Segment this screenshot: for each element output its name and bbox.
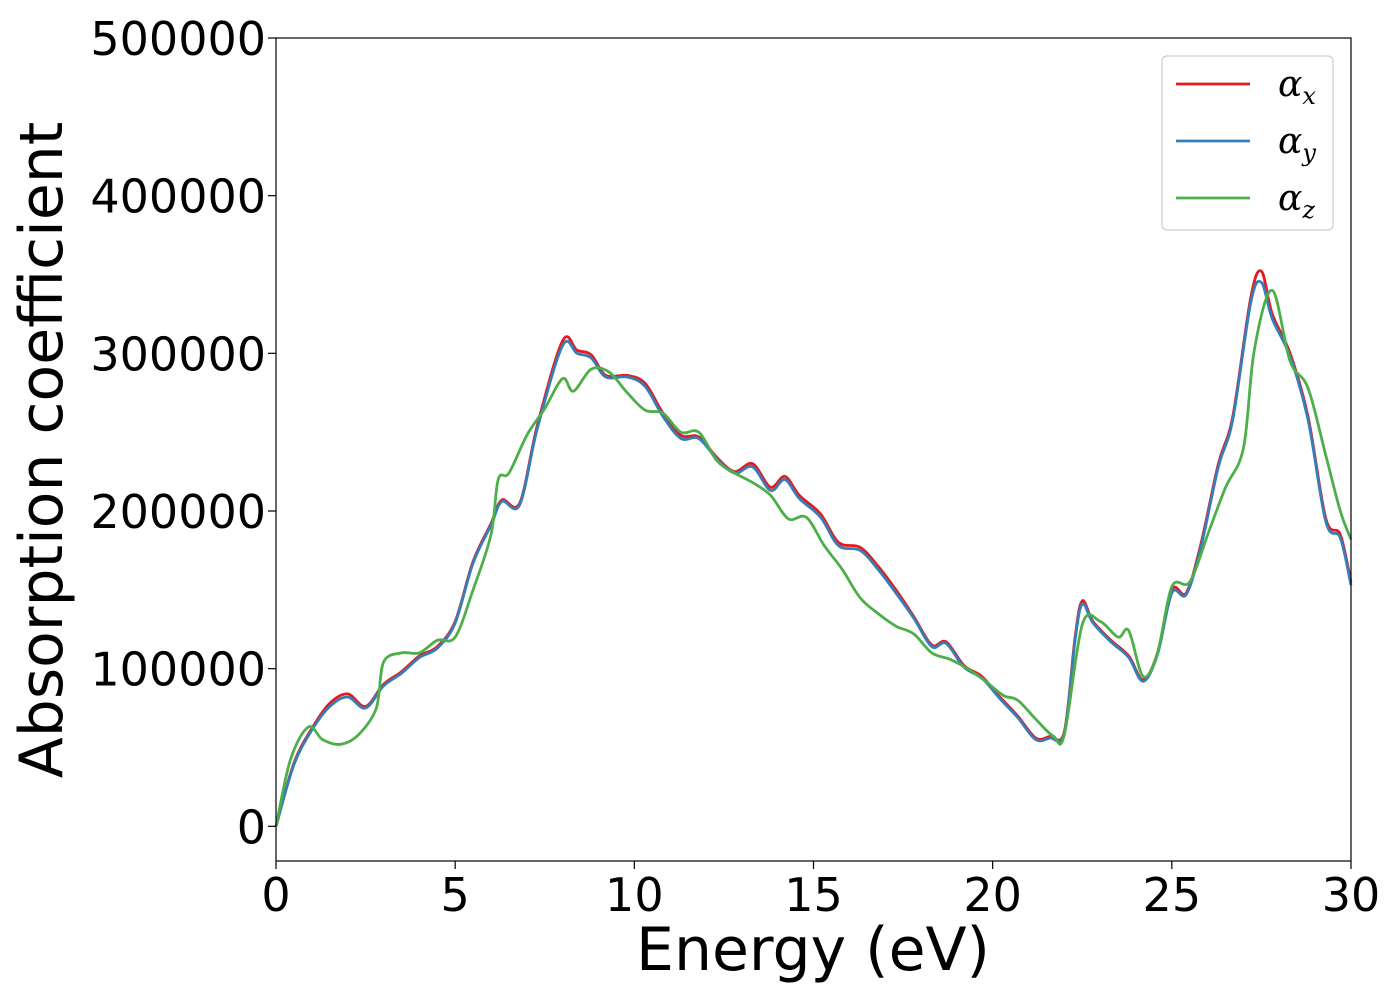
y-tick-label: 0 <box>237 800 266 854</box>
legend-frame <box>1161 55 1334 231</box>
series-layer <box>274 269 1353 827</box>
x-tick-label: 15 <box>784 868 843 922</box>
y-tick-label: 300000 <box>90 327 266 381</box>
x-tick-label: 5 <box>441 868 470 922</box>
legend-label-z: αz <box>1278 178 1315 224</box>
x-axis-title: Energy (eV) <box>636 915 990 985</box>
series-line-z <box>274 288 1353 827</box>
x-tick-label: 25 <box>1143 868 1202 922</box>
x-axis-ticks: 0 5 10 15 20 25 30 <box>261 861 1380 922</box>
y-axis-ticks: 0 100000 200000 300000 400000 500000 <box>90 12 276 854</box>
x-tick-label: 30 <box>1322 868 1381 922</box>
y-tick-label: 400000 <box>90 170 266 224</box>
legend-label-x: αx <box>1278 64 1316 110</box>
x-tick-label: 0 <box>261 868 290 922</box>
y-axis-title: Absorption coefficient <box>7 122 77 779</box>
legend: αx αy αz <box>1161 55 1334 231</box>
legend-label-y: αy <box>1278 121 1316 167</box>
y-tick-label: 100000 <box>90 643 266 697</box>
y-tick-label: 500000 <box>90 12 266 66</box>
series-line-y <box>274 279 1353 827</box>
x-tick-label: 10 <box>605 868 664 922</box>
y-tick-label: 200000 <box>90 485 266 539</box>
x-tick-label: 20 <box>963 868 1022 922</box>
